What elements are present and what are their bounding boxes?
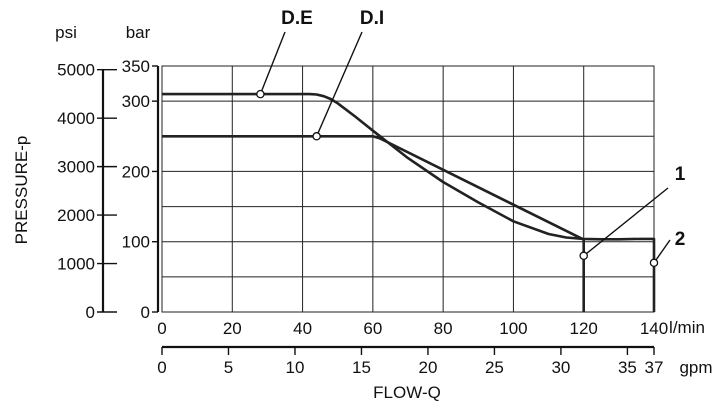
lmin-tick-label: 0 [157, 319, 166, 338]
bar-tick-label: 200 [122, 162, 150, 181]
lmin-unit-label: l/min [669, 318, 705, 337]
psi-tick-label: 1000 [57, 255, 95, 274]
gpm-tick-label: 25 [485, 358, 504, 377]
gpm-tick-label: 15 [352, 358, 371, 377]
annotation-label: D.I [360, 8, 384, 29]
curves [162, 92, 656, 312]
psi-tick-label: 4000 [57, 109, 95, 128]
psi-tick-label: 2000 [57, 206, 95, 225]
lmin-tick-label: 80 [434, 319, 453, 338]
bar-tick-label: 300 [122, 92, 150, 111]
grid [161, 65, 655, 313]
y-axis-title: PRESSURE-p [12, 136, 31, 245]
gpm-tick-label: 35 [618, 358, 637, 377]
gpm-tick-label: 10 [286, 358, 305, 377]
gpm-tick-label: 37 [645, 358, 664, 377]
axes [97, 65, 655, 355]
annotation-label: 2 [675, 229, 686, 250]
annotation-marker [649, 258, 659, 268]
lmin-tick-label: 140 [640, 319, 668, 338]
psi-tick-label: 5000 [57, 61, 95, 80]
annotation-marker [312, 132, 321, 141]
x-axis-title: FLOW-Q [373, 383, 441, 402]
annotation-leader-line [583, 187, 669, 257]
gpm-tick-label: 0 [157, 358, 166, 377]
series-line-d-i [162, 135, 586, 312]
gpm-tick-label: 30 [551, 358, 570, 377]
psi-tick-label: 0 [86, 303, 95, 322]
bar-tick-label: 100 [122, 233, 150, 252]
lmin-tick-label: 20 [223, 319, 242, 338]
annotation-label: 1 [675, 164, 686, 185]
series-line-d-e [162, 92, 656, 312]
bar-unit-label: bar [126, 23, 151, 42]
annotation-marker [579, 251, 588, 261]
annotation-leader-line [315, 31, 363, 137]
bar-tick-label: 350 [122, 57, 150, 76]
annotation-leader-line [259, 31, 286, 95]
gpm-unit-label: gpm [679, 358, 712, 377]
lmin-tick-label: 120 [570, 319, 598, 338]
psi-unit-label: psi [55, 23, 77, 42]
annotation-label: D.E [281, 8, 313, 29]
annotation-marker [256, 89, 265, 99]
gpm-tick-label: 20 [418, 358, 437, 377]
annotation-leader-line [653, 239, 671, 264]
lmin-tick-label: 40 [293, 319, 312, 338]
lmin-tick-label: 100 [499, 319, 527, 338]
plot-frame [161, 65, 655, 313]
psi-tick-label: 3000 [57, 158, 95, 177]
lmin-tick-label: 60 [363, 319, 382, 338]
gpm-tick-label: 5 [224, 358, 233, 377]
bar-tick-label: 0 [141, 303, 150, 322]
